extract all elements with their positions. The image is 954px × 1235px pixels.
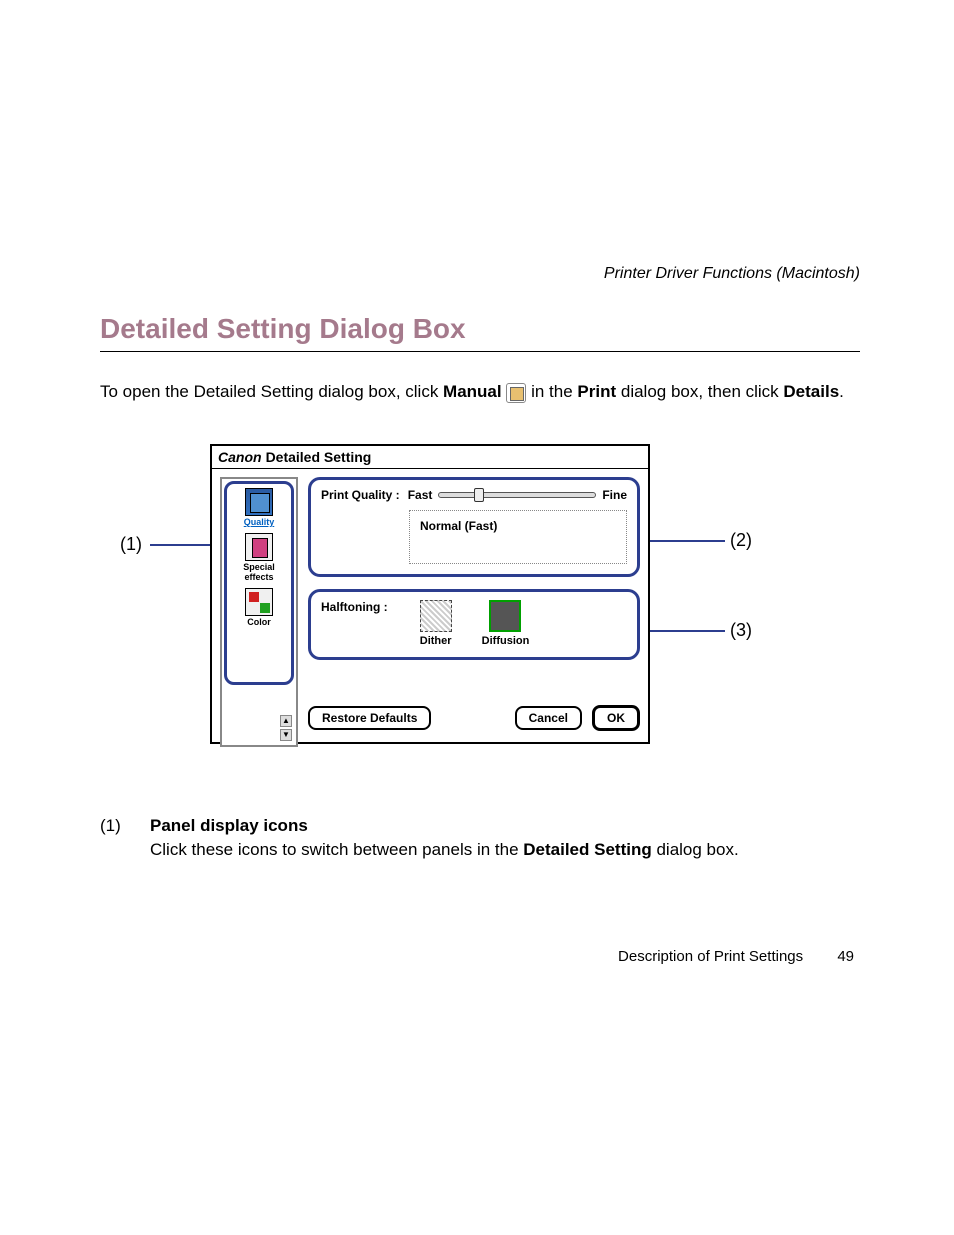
dialog-title-text: Detailed Setting <box>266 449 372 465</box>
callout-1-line <box>150 544 216 546</box>
intro-manual-bold: Manual <box>443 382 502 401</box>
sidebar-up-button[interactable]: ▲ <box>280 715 292 727</box>
print-quality-readout: Normal (Fast) <box>409 510 627 564</box>
ok-button[interactable]: OK <box>592 705 640 731</box>
desc-heading: Panel display icons <box>150 816 308 835</box>
intro-print-bold: Print <box>577 382 616 401</box>
desc-text: dialog box. <box>652 840 739 859</box>
intro-text: dialog box, then click <box>621 382 784 401</box>
screenshot-figure: (1) (2) (3) Canon Detailed Setting Quali… <box>120 444 860 764</box>
sidebar-item-label: Color <box>229 617 289 627</box>
sidebar-item-label: Special effects <box>229 562 289 582</box>
canon-logo: Canon <box>218 449 262 465</box>
sidebar-item-special-effects[interactable]: Special effects <box>229 533 289 582</box>
desc-bold: Detailed Setting <box>523 840 651 859</box>
detailed-setting-dialog: Canon Detailed Setting Quality Special ef… <box>210 444 650 744</box>
halftone-option-diffusion[interactable]: Diffusion <box>482 600 530 647</box>
slider-thumb[interactable] <box>474 488 484 502</box>
diffusion-icon <box>489 600 521 632</box>
halftone-option-label: Dither <box>420 635 452 647</box>
dialog-content: Print Quality : Fast Fine Normal (Fast) <box>308 477 640 735</box>
dialog-titlebar: Canon Detailed Setting <box>212 446 648 469</box>
panel-sidebar: Quality Special effects Color ▲ ▼ <box>220 477 298 747</box>
dialog-button-row: Restore Defaults Cancel OK <box>308 705 640 731</box>
slider-fine-label: Fine <box>602 488 627 502</box>
halftone-option-dither[interactable]: Dither <box>420 600 452 647</box>
intro-text: in the <box>531 382 577 401</box>
desc-text: Click these icons to switch between pane… <box>150 840 523 859</box>
intro-text: . <box>839 382 844 401</box>
restore-defaults-button[interactable]: Restore Defaults <box>308 706 431 730</box>
color-icon <box>245 588 273 616</box>
callout-3-label: (3) <box>730 620 752 641</box>
sidebar-item-color[interactable]: Color <box>229 588 289 627</box>
print-quality-label: Print Quality : <box>321 488 400 502</box>
sidebar-item-label: Quality <box>229 517 289 527</box>
print-quality-slider-zone: Fast Fine <box>408 488 627 502</box>
cancel-button[interactable]: Cancel <box>515 706 582 730</box>
halftoning-group: Halftoning : Dither Diffusion <box>308 589 640 660</box>
intro-paragraph: To open the Detailed Setting dialog box,… <box>100 380 860 404</box>
intro-text: To open the Detailed Setting dialog box,… <box>100 382 443 401</box>
footer-page-number: 49 <box>837 948 854 965</box>
page-header: Printer Driver Functions (Macintosh) <box>100 265 860 283</box>
callout-2-label: (2) <box>730 530 752 551</box>
callout-1-label: (1) <box>120 534 142 555</box>
halftone-option-label: Diffusion <box>482 635 530 647</box>
description-list: (1) Panel display icons Click these icon… <box>100 814 860 863</box>
sidebar-item-quality[interactable]: Quality <box>229 488 289 527</box>
print-quality-slider[interactable] <box>438 492 596 498</box>
manual-icon <box>506 383 526 403</box>
quality-icon <box>245 488 273 516</box>
special-effects-icon <box>245 533 273 561</box>
halftoning-label: Halftoning : <box>321 600 388 614</box>
slider-fast-label: Fast <box>408 488 433 502</box>
print-quality-group: Print Quality : Fast Fine Normal (Fast) <box>308 477 640 577</box>
dither-icon <box>420 600 452 632</box>
sidebar-down-button[interactable]: ▼ <box>280 729 292 741</box>
page-footer: Description of Print Settings 49 <box>618 948 854 965</box>
desc-number: (1) <box>100 814 130 863</box>
footer-text: Description of Print Settings <box>618 948 803 965</box>
intro-details-bold: Details <box>783 382 839 401</box>
page-title: Detailed Setting Dialog Box <box>100 313 860 352</box>
